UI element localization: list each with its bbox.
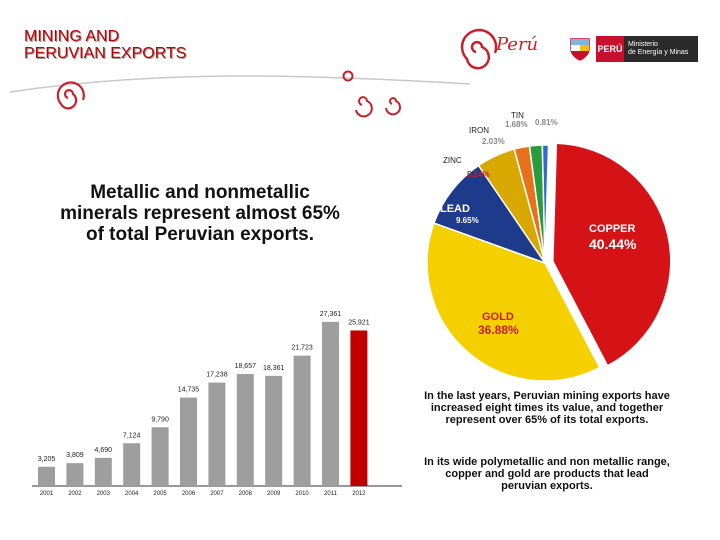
bar-2005 [151,427,169,486]
pie-label-tin: TIN [511,111,524,120]
peru-logo-text: Perú [496,34,539,55]
pie-value-zinc: 5.14% [467,170,490,179]
bar-value-label: 17,238 [206,372,228,379]
bar-2011 [322,321,339,486]
bar-2008 [236,374,254,486]
bar-2007 [208,382,226,486]
bar-category-label: 2003 [97,491,111,497]
bar-category-label: 2006 [182,491,196,497]
bar-category-label: 2011 [324,491,338,497]
pie-slice-copper [552,142,672,367]
pie-label-zinc: ZINC [443,156,462,165]
ministry-badge: PERÚ Ministerio de Energía y Minas [596,36,698,62]
bar-2001 [38,466,55,486]
bar-value-label: 14,735 [178,387,200,394]
bar-category-label: 2001 [40,491,54,497]
bar-2010 [293,355,311,486]
bar-category-label: 2010 [295,491,309,497]
peru-badge: PERÚ [596,36,624,62]
paragraph-1: In the last years, Peruvian mining expor… [424,390,670,426]
spiral-icon [355,96,373,118]
pie-value-copper: 40.44% [589,236,637,252]
bar-category-label: 2002 [68,491,82,497]
bar-value-label: 18,657 [235,363,257,370]
bar-2002 [66,463,84,486]
bar-value-label: 27,361 [320,311,342,318]
bar-category-label: 2012 [352,491,366,497]
bar-value-label: 3,809 [66,452,84,459]
coat-of-arms-icon [570,38,590,61]
bar-value-label: 9,790 [151,416,169,423]
bar-category-label: 2008 [239,491,253,497]
pie-value-gold: 36.88% [478,323,519,337]
paragraph-2: In its wide polymetallic and non metalli… [424,456,670,492]
pie-label-copper: COPPER [589,223,636,235]
bar-value-label: 4,690 [95,447,113,454]
pie-slice-other [541,144,550,264]
pie-value-lead: 9.65% [456,216,479,225]
page-title: MINING AND PERUVIAN EXPORTS [24,28,187,62]
bar-2012 [350,330,368,486]
pie-slice-lead [433,164,547,265]
ministry-line2: de Energía y Minas [628,49,689,56]
bar-value-label: 18,361 [263,365,285,372]
dot-icon [342,70,354,82]
pie-label-lead: LEAD [440,203,470,215]
bar-2006 [180,397,197,486]
bar-value-label: 7,124 [123,432,141,439]
bar-category-label: 2009 [267,491,281,497]
bar-2004 [123,443,141,486]
spiral-icon [385,97,401,116]
pie-value-iron: 2.03% [482,137,505,146]
ministry-line1: Ministerio [628,41,658,48]
bar-category-label: 2004 [125,491,139,497]
bar-value-label: 21,723 [291,345,313,352]
pie-label-iron: IRON [469,126,489,135]
pie-value-tin: 1.68% [505,120,528,129]
bar-2009 [265,375,283,486]
bar-2003 [94,457,112,486]
bar-value-label: 3,205 [38,456,56,463]
peru-logo-icon [460,28,498,70]
ministry-name: Ministerio de Energía y Minas [624,36,698,62]
decorative-line [9,75,471,93]
bar-category-label: 2007 [210,491,224,497]
spiral-icon [56,81,85,110]
pie-label-gold: GOLD [482,311,514,323]
pie-slice-gold [426,222,601,382]
headline: Metallic and nonmetallic minerals repres… [60,182,340,245]
bar-value-label: 25,921 [348,319,370,326]
bar-category-label: 2005 [153,491,167,497]
pie-value-other: 0.81% [535,118,558,127]
